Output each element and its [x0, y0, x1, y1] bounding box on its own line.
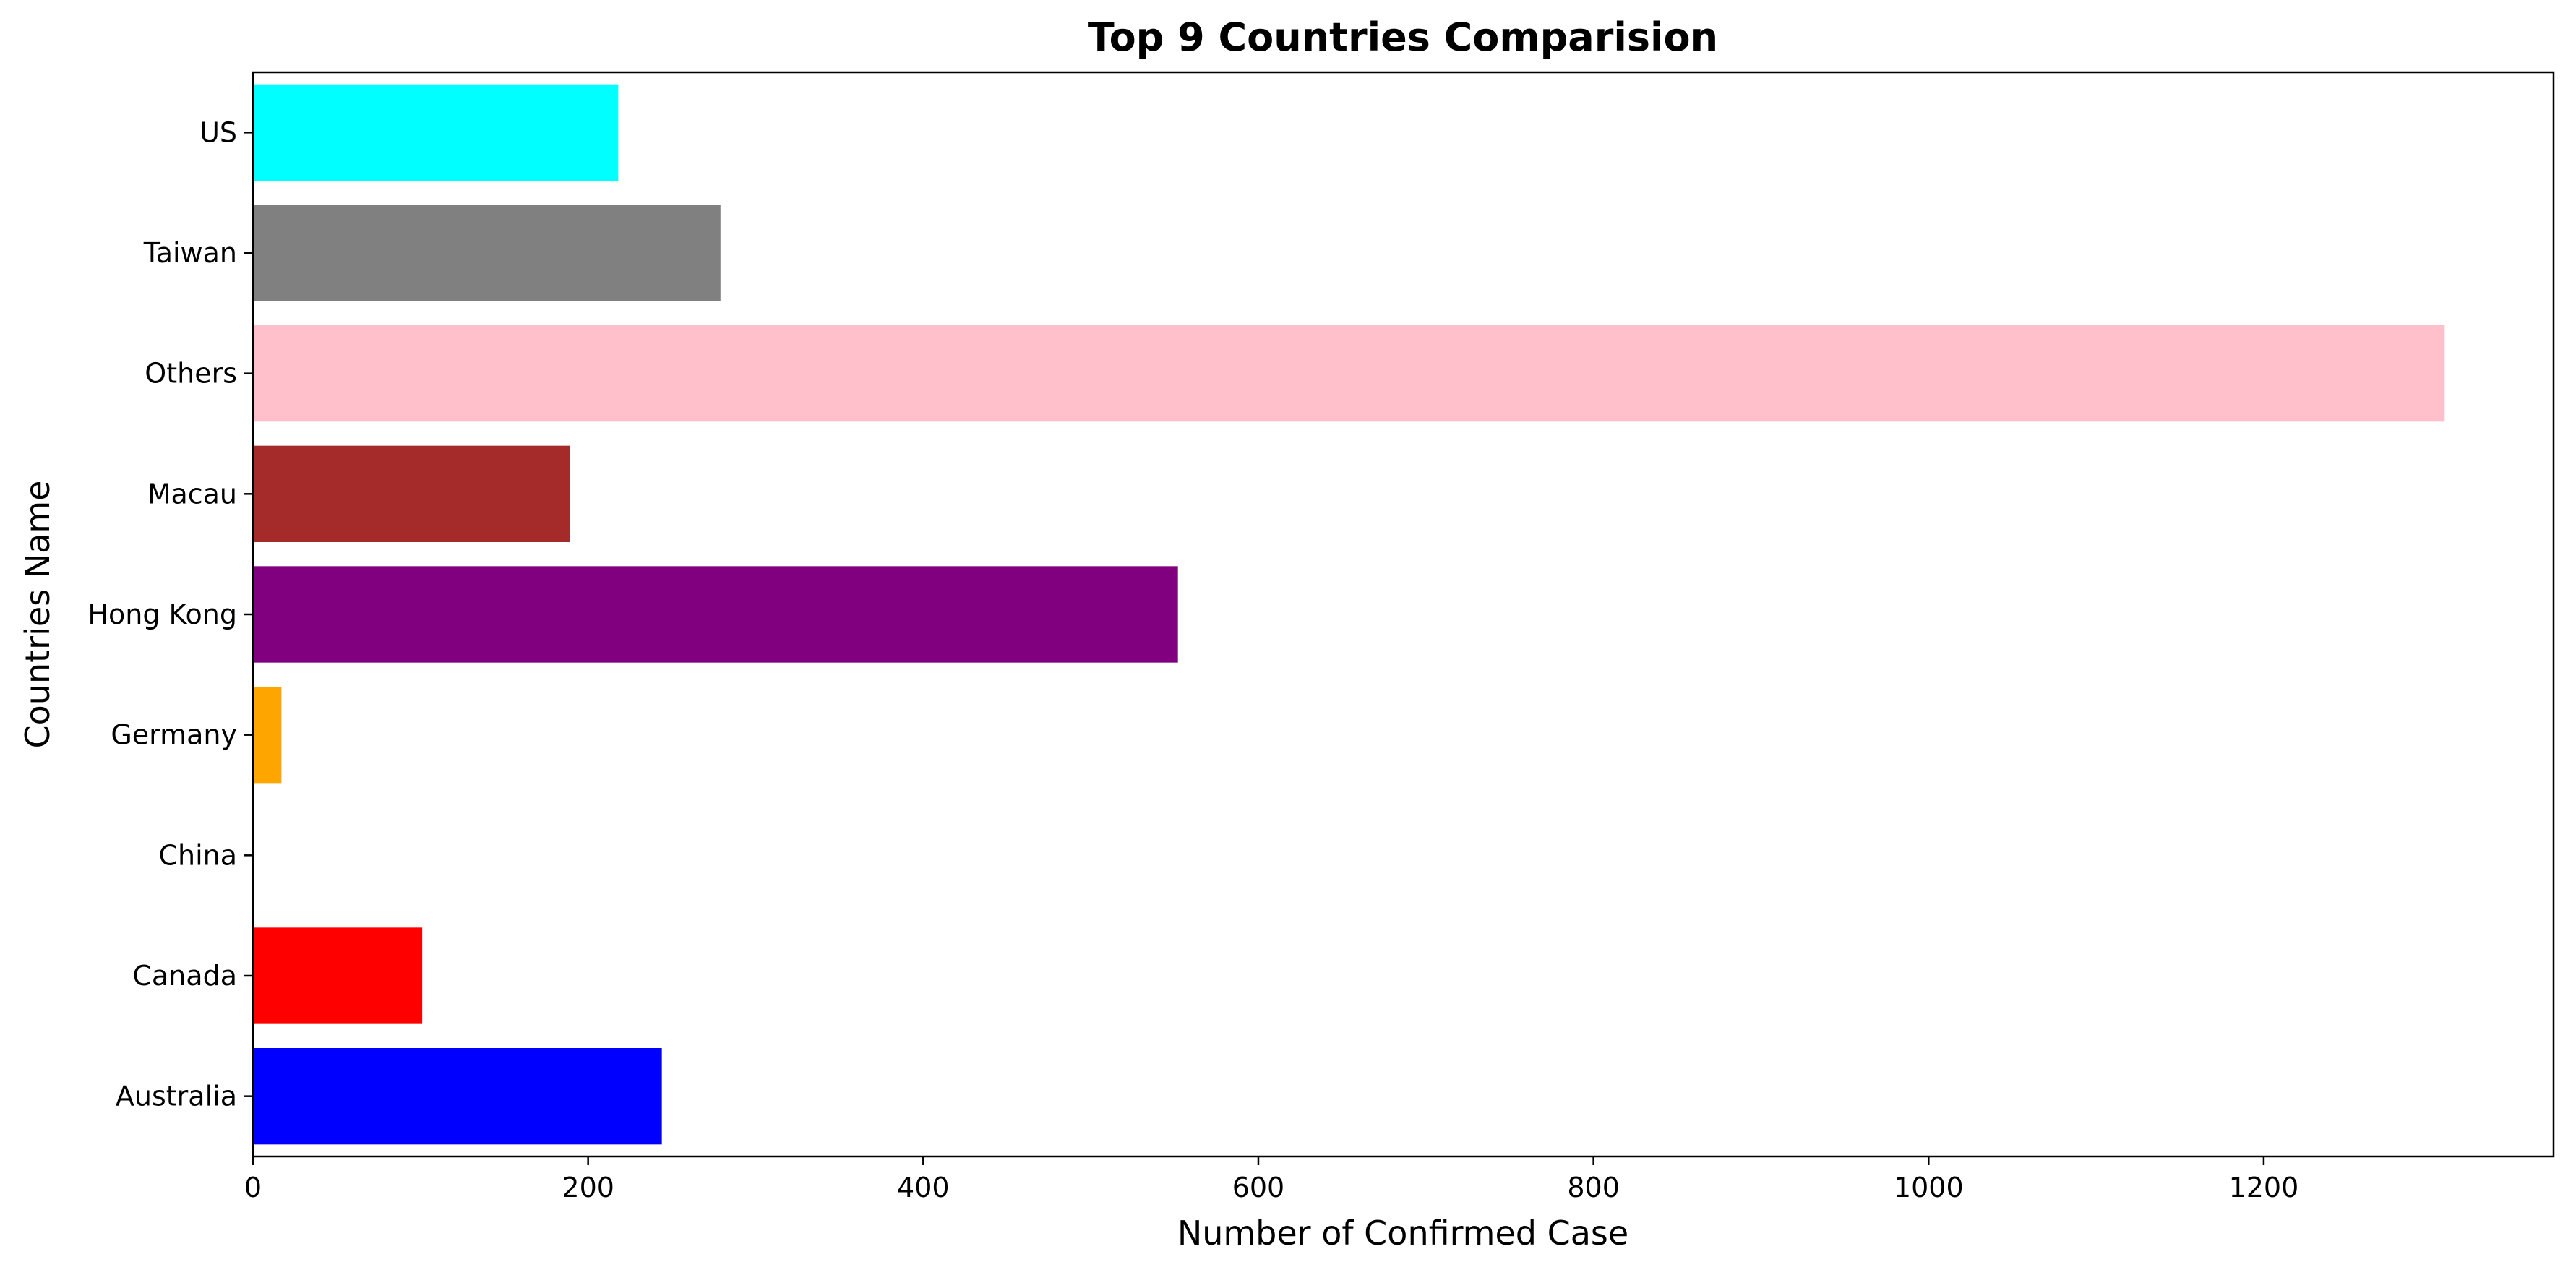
x-axis-ticks: 0 200 400 600 800 1000 1200	[244, 1156, 2298, 1203]
bar-germany	[253, 687, 282, 784]
x-tick-label: 1000	[1894, 1172, 1964, 1203]
bar-australia	[253, 1048, 662, 1145]
bar-canada	[253, 927, 423, 1024]
y-tick-label: China	[158, 839, 237, 871]
plot-frame	[252, 71, 2555, 1158]
y-tick-label: Taiwan	[143, 237, 237, 269]
x-tick-label: 400	[897, 1172, 950, 1203]
y-tick-label: Others	[145, 358, 237, 390]
bar-us	[253, 84, 619, 181]
x-tick-label: 200	[562, 1172, 614, 1203]
y-tick-label: Canada	[132, 960, 237, 992]
bar-macau	[253, 445, 570, 542]
y-tick-label: Hong Kong	[87, 598, 237, 630]
y-tick-label: Australia	[116, 1081, 237, 1112]
x-tick-label: 1200	[2229, 1172, 2299, 1203]
bar-others	[253, 325, 2445, 422]
bar-layer	[253, 84, 2445, 1145]
y-tick-label: US	[199, 116, 237, 148]
x-axis-label: Number of Confirmed Case	[1177, 1214, 1628, 1253]
chart-title: Top 9 Countries Comparision	[1088, 14, 1718, 60]
x-tick-label: 0	[244, 1172, 262, 1203]
y-tick-label: Germany	[111, 719, 237, 751]
x-tick-label: 800	[1567, 1172, 1620, 1203]
bar-hong-kong	[253, 566, 1178, 663]
x-tick-label: 600	[1232, 1172, 1285, 1203]
y-tick-label: Macau	[147, 478, 237, 510]
y-axis-ticks: Australia Canada China Germany Hong Kong Maca…	[87, 116, 253, 1112]
bar-taiwan	[253, 205, 721, 301]
y-axis-label: Countries Name	[18, 481, 57, 749]
